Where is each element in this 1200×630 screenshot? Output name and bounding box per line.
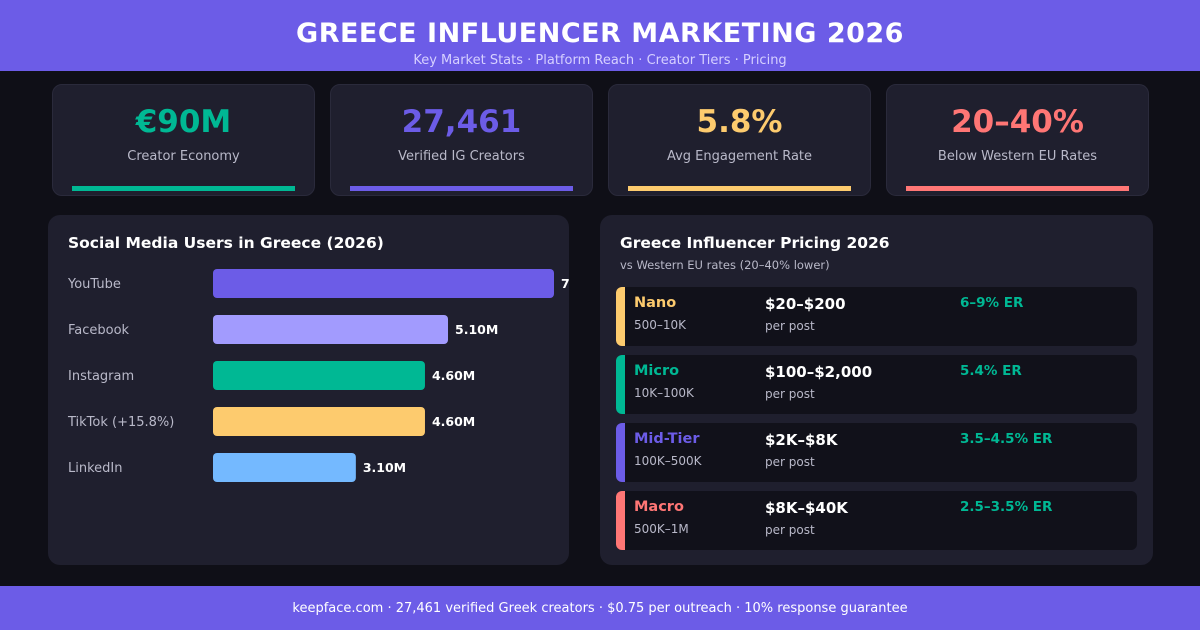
footer-banner: keepface.com · 27,461 verified Greek cre… — [0, 586, 1200, 630]
value-label: 3.10M — [363, 460, 406, 475]
stat-accent-bar — [906, 186, 1129, 191]
tier-name: Macro — [634, 499, 684, 515]
value-label: 7.40M — [561, 276, 569, 291]
tier-name: Mid-Tier — [634, 431, 700, 447]
tier-range: 500–10K — [634, 318, 687, 332]
pricing-panel: Greece Influencer Pricing 2026 vs Wester… — [600, 215, 1153, 565]
header-banner: GREECE INFLUENCER MARKETING 2026 Key Mar… — [0, 0, 1200, 71]
stat-accent-bar — [628, 186, 851, 191]
tier-per: per post — [765, 455, 815, 469]
chart-title: Social Media Users in Greece (2026) — [68, 234, 384, 252]
stat-value: 20–40% — [951, 104, 1084, 140]
tier-stripe — [616, 287, 625, 346]
tier-price: $8K–$40K — [765, 499, 848, 517]
category-label: YouTube — [67, 277, 121, 292]
bar — [213, 269, 554, 298]
stat-card-engagement-rate: 5.8% Avg Engagement Rate — [608, 84, 871, 196]
tier-er: 3.5–4.5% ER — [960, 431, 1053, 447]
bar-chart: YouTube 7.40M Facebook 5.10M Instagram 4.60M T… — [67, 269, 569, 482]
bar — [213, 361, 425, 390]
tier-stripe — [616, 491, 625, 550]
stat-accent-bar — [72, 186, 295, 191]
stat-accent-bar — [350, 186, 573, 191]
stat-value: 5.8% — [696, 104, 783, 140]
stat-label: Verified IG Creators — [398, 149, 525, 164]
tier-per: per post — [765, 319, 815, 333]
category-label: Instagram — [68, 369, 134, 384]
category-label: Facebook — [68, 323, 130, 338]
stat-label: Creator Economy — [127, 149, 240, 164]
tier-row-macro: Macro 500K–1M $8K–$40K per post 2.5–3.5%… — [616, 491, 1137, 550]
tier-per: per post — [765, 523, 815, 537]
tier-range: 10K–100K — [634, 386, 694, 400]
tier-price: $2K–$8K — [765, 431, 838, 449]
stat-card-below-western-rates: 20–40% Below Western EU Rates — [886, 84, 1149, 196]
category-label: TikTok (+15.8%) — [67, 415, 174, 430]
value-label: 5.10M — [455, 322, 498, 337]
pricing-title: Greece Influencer Pricing 2026 — [620, 234, 890, 252]
stat-card-verified-creators: 27,461 Verified IG Creators — [330, 84, 593, 196]
tier-row-mid-tier: Mid-Tier 100K–500K $2K–$8K per post 3.5–… — [616, 423, 1137, 482]
tier-price: $100–$2,000 — [765, 363, 873, 381]
footer-text: keepface.com · 27,461 verified Greek cre… — [292, 601, 908, 616]
tier-stripe — [616, 355, 625, 414]
tier-range: 100K–500K — [634, 454, 702, 468]
stat-value: €90M — [135, 104, 232, 140]
bar — [213, 407, 425, 436]
tier-price: $20–$200 — [765, 295, 846, 313]
tier-er: 6–9% ER — [960, 295, 1024, 311]
tier-er: 2.5–3.5% ER — [960, 499, 1053, 515]
pricing-subtitle: vs Western EU rates (20–40% lower) — [620, 258, 830, 272]
stat-label: Avg Engagement Rate — [666, 149, 813, 164]
value-label: 4.60M — [432, 368, 475, 383]
tier-er: 5.4% ER — [960, 363, 1022, 379]
tier-range: 500K–1M — [634, 522, 689, 536]
category-label: LinkedIn — [68, 461, 122, 476]
tier-row-nano: Nano 500–10K $20–$200 per post 6–9% ER — [616, 287, 1137, 346]
bar — [213, 453, 356, 482]
tier-per: per post — [765, 387, 815, 401]
stat-value: 27,461 — [401, 104, 522, 140]
page-title: GREECE INFLUENCER MARKETING 2026 — [296, 18, 904, 49]
tier-name: Nano — [634, 295, 677, 311]
page-subtitle: Key Market Stats · Platform Reach · Crea… — [413, 53, 787, 68]
tier-row-micro: Micro 10K–100K $100–$2,000 per post 5.4%… — [616, 355, 1137, 414]
social-media-chart-panel: Social Media Users in Greece (2026) YouT… — [48, 215, 569, 565]
stat-card-creator-economy: €90M Creator Economy — [52, 84, 315, 196]
value-label: 4.60M — [432, 414, 475, 429]
bar — [213, 315, 449, 344]
tier-name: Micro — [634, 363, 680, 379]
tier-stripe — [616, 423, 625, 482]
stat-label: Below Western EU Rates — [937, 149, 1098, 164]
